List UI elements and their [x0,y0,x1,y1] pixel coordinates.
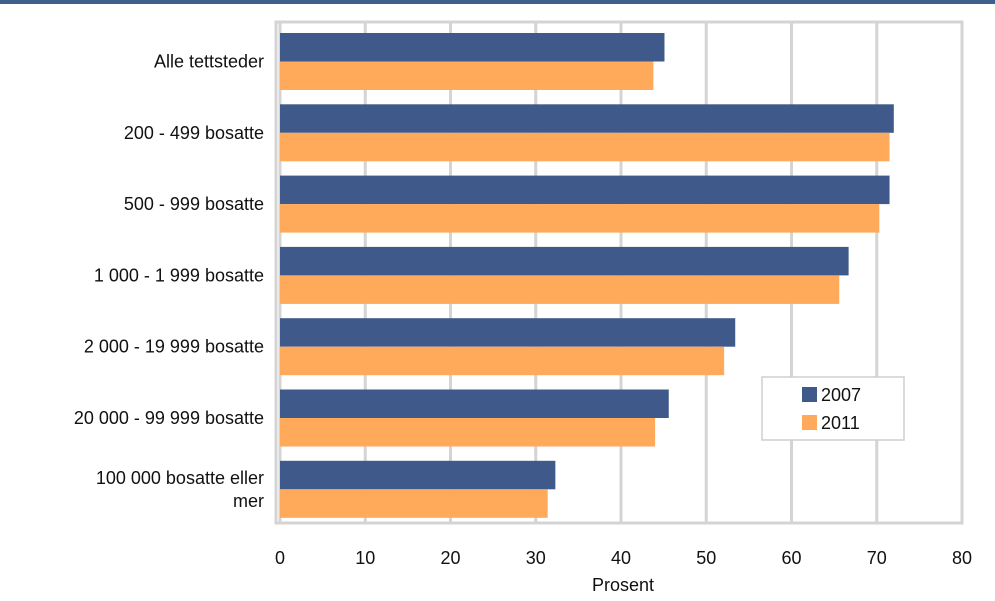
bar-2007-2 [280,175,890,205]
category-label-0: Alle tettsteder [154,52,264,72]
category-label-6-line-0: 100 000 bosatte eller [96,468,264,488]
x-tick-40: 40 [611,548,631,568]
category-label-3: 1 000 - 1 999 bosatte [94,265,264,285]
x-tick-60: 60 [781,548,801,568]
legend-swatch-2011 [802,415,817,430]
top-rule [0,0,995,4]
x-tick-80: 80 [952,548,972,568]
x-tick-10: 10 [355,548,375,568]
legend: 2007 2011 [761,376,905,441]
bar-2011-6 [280,489,548,518]
bar-2011-2 [280,204,880,233]
category-label-2: 500 - 999 bosatte [124,194,264,214]
x-tick-0: 0 [275,548,285,568]
category-label-5: 20 000 - 99 999 bosatte [74,408,264,428]
category-label-4: 2 000 - 19 999 bosatte [84,337,264,357]
bar-2007-3 [280,246,849,276]
bar-2007-0 [280,33,665,62]
category-label-6-line-1: mer [233,491,264,511]
x-axis-title: Prosent [592,575,654,595]
bar-2007-4 [280,318,736,347]
legend-label-2011: 2011 [821,413,860,433]
bar-2007-6 [280,460,556,490]
bar-2011-5 [280,418,656,447]
x-tick-70: 70 [867,548,887,568]
legend-box [761,376,905,441]
bar-2011-1 [280,132,890,162]
bar-2011-3 [280,275,840,304]
bar-2011-0 [280,61,654,90]
category-label-1: 200 - 499 bosatte [124,123,264,143]
legend-label-2007: 2007 [821,385,861,405]
bar-2011-4 [280,346,725,376]
x-tick-30: 30 [526,548,546,568]
category-labels: Alle tettsteder 200 - 499 bosatte 500 - 99… [74,52,264,511]
x-tick-50: 50 [696,548,716,568]
bars [280,33,894,518]
bar-2007-5 [280,389,669,418]
x-tick-labels: 0 10 20 30 40 50 60 70 80 [275,548,972,568]
x-tick-20: 20 [440,548,460,568]
bar-2007-1 [280,104,894,133]
legend-swatch-2007 [802,387,817,402]
